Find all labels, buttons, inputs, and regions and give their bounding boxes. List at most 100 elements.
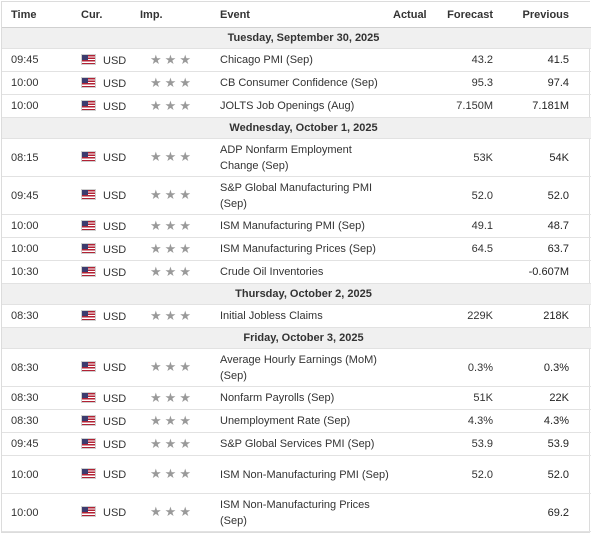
currency-code: USD <box>103 189 127 202</box>
event-forecast <box>427 260 509 284</box>
event-importance: ★★★ <box>140 214 220 238</box>
event-row[interactable]: 10:00 USD ★★★ ISM Manufacturing PMI (Sep) 49… <box>2 214 591 238</box>
event-forecast: 0.3% <box>427 348 509 387</box>
event-row[interactable]: 08:30 USD ★★★ Average Hourly Earnings (MoM)… <box>2 348 591 387</box>
calendar-body: Tuesday, September 30, 2025 09:45 USD ★★★ Ch… <box>2 27 591 532</box>
currency-code: USD <box>103 438 127 451</box>
event-row[interactable]: 10:00 USD ★★★ CB Consumer Confidence (Sep) 9… <box>2 71 591 95</box>
event-previous: 0.3% <box>509 348 591 387</box>
header-importance[interactable]: Imp. <box>140 2 220 28</box>
event-row[interactable]: 10:00 USD ★★★ JOLTS Job Openings (Aug) 7.150… <box>2 94 591 118</box>
us-flag-icon <box>81 437 96 449</box>
event-time: 08:15 <box>2 138 68 177</box>
star-icon: ★ <box>164 52 180 67</box>
event-row[interactable]: 08:30 USD ★★★ Nonfarm Payrolls (Sep) 51K 22K <box>2 386 591 410</box>
event-forecast: 52.0 <box>427 455 509 494</box>
event-previous: 52.0 <box>509 455 591 494</box>
importance-stars: ★★★ <box>140 264 194 280</box>
importance-stars: ★★★ <box>140 52 194 68</box>
event-previous: 53.9 <box>509 432 591 456</box>
star-icon: ★ <box>179 52 194 67</box>
event-row[interactable]: 08:30 USD ★★★ Unemployment Rate (Sep) 4.3% 4.… <box>2 409 591 433</box>
star-icon: ★ <box>150 359 165 374</box>
event-importance: ★★★ <box>140 386 220 410</box>
event-actual <box>393 71 427 95</box>
header-forecast[interactable]: Forecast <box>427 2 509 28</box>
event-currency: USD <box>68 176 140 215</box>
us-flag-icon <box>81 391 96 403</box>
event-name[interactable]: CB Consumer Confidence (Sep) <box>220 71 393 95</box>
event-time: 09:45 <box>2 48 68 72</box>
star-icon: ★ <box>150 413 165 428</box>
date-label: Wednesday, October 1, 2025 <box>2 117 591 139</box>
event-name[interactable]: ADP Nonfarm Employment Change (Sep) <box>220 138 393 177</box>
importance-stars: ★★★ <box>140 436 194 452</box>
event-actual <box>393 260 427 284</box>
event-name[interactable]: Crude Oil Inventories <box>220 260 393 284</box>
header-event[interactable]: Event <box>220 2 393 28</box>
event-previous: 52.0 <box>509 176 591 215</box>
event-actual <box>393 432 427 456</box>
event-forecast: 53.9 <box>427 432 509 456</box>
event-time: 08:30 <box>2 348 68 387</box>
event-name[interactable]: JOLTS Job Openings (Aug) <box>220 94 393 118</box>
event-time: 10:00 <box>2 237 68 261</box>
event-row[interactable]: 10:30 USD ★★★ Crude Oil Inventories -0.607M <box>2 260 591 284</box>
event-importance: ★★★ <box>140 138 220 177</box>
event-currency: USD <box>68 304 140 328</box>
header-time[interactable]: Time <box>2 2 68 28</box>
importance-stars: ★★★ <box>140 466 194 482</box>
us-flag-icon <box>81 467 96 479</box>
currency-code: USD <box>103 243 127 256</box>
event-row[interactable]: 08:15 USD ★★★ ADP Nonfarm Employment Change… <box>2 138 591 177</box>
event-previous: 48.7 <box>509 214 591 238</box>
event-name[interactable]: Nonfarm Payrolls (Sep) <box>220 386 393 410</box>
star-icon: ★ <box>150 390 165 405</box>
event-row[interactable]: 09:45 USD ★★★ S&P Global Manufacturing PMI … <box>2 176 591 215</box>
currency-code: USD <box>103 220 127 233</box>
event-time: 10:00 <box>2 455 68 494</box>
event-row[interactable]: 10:00 USD ★★★ ISM Manufacturing Prices (Sep… <box>2 237 591 261</box>
event-row[interactable]: 10:00 USD ★★★ ISM Non-Manufacturing PMI (Se… <box>2 455 591 494</box>
event-row[interactable]: 08:30 USD ★★★ Initial Jobless Claims 229K 218… <box>2 304 591 328</box>
event-name[interactable]: ISM Manufacturing Prices (Sep) <box>220 237 393 261</box>
event-row[interactable]: 09:45 USD ★★★ S&P Global Services PMI (Sep)… <box>2 432 591 456</box>
event-currency: USD <box>68 348 140 387</box>
star-icon: ★ <box>164 413 180 428</box>
event-importance: ★★★ <box>140 409 220 433</box>
currency-code: USD <box>103 100 127 113</box>
event-actual <box>393 409 427 433</box>
event-time: 08:30 <box>2 409 68 433</box>
event-name[interactable]: ISM Manufacturing PMI (Sep) <box>220 214 393 238</box>
header-actual[interactable]: Actual <box>393 2 427 28</box>
us-flag-icon <box>81 309 96 321</box>
header-currency[interactable]: Cur. <box>68 2 140 28</box>
event-forecast: 95.3 <box>427 71 509 95</box>
event-row[interactable]: 10:00 USD ★★★ ISM Non-Manufacturing Prices … <box>2 493 591 532</box>
event-name[interactable]: Unemployment Rate (Sep) <box>220 409 393 433</box>
star-icon: ★ <box>164 75 180 90</box>
star-icon: ★ <box>179 466 194 481</box>
event-previous: 41.5 <box>509 48 591 72</box>
event-name[interactable]: Average Hourly Earnings (MoM) (Sep) <box>220 348 393 387</box>
event-row[interactable]: 09:45 USD ★★★ Chicago PMI (Sep) 43.2 41.5 <box>2 48 591 72</box>
event-name[interactable]: ISM Non-Manufacturing Prices (Sep) <box>220 493 393 532</box>
event-name[interactable]: ISM Non-Manufacturing PMI (Sep) <box>220 455 393 494</box>
event-previous: -0.607M <box>509 260 591 284</box>
event-name[interactable]: Chicago PMI (Sep) <box>220 48 393 72</box>
header-previous[interactable]: Previous <box>509 2 591 28</box>
event-previous: 54K <box>509 138 591 177</box>
star-icon: ★ <box>164 241 180 256</box>
event-time: 10:00 <box>2 71 68 95</box>
date-label: Thursday, October 2, 2025 <box>2 283 591 305</box>
star-icon: ★ <box>150 436 165 451</box>
event-name[interactable]: Initial Jobless Claims <box>220 304 393 328</box>
event-name[interactable]: S&P Global Manufacturing PMI (Sep) <box>220 176 393 215</box>
us-flag-icon <box>81 360 96 372</box>
star-icon: ★ <box>150 308 165 323</box>
event-actual <box>393 386 427 410</box>
event-name[interactable]: S&P Global Services PMI (Sep) <box>220 432 393 456</box>
star-icon: ★ <box>164 308 180 323</box>
event-importance: ★★★ <box>140 260 220 284</box>
importance-stars: ★★★ <box>140 413 194 429</box>
